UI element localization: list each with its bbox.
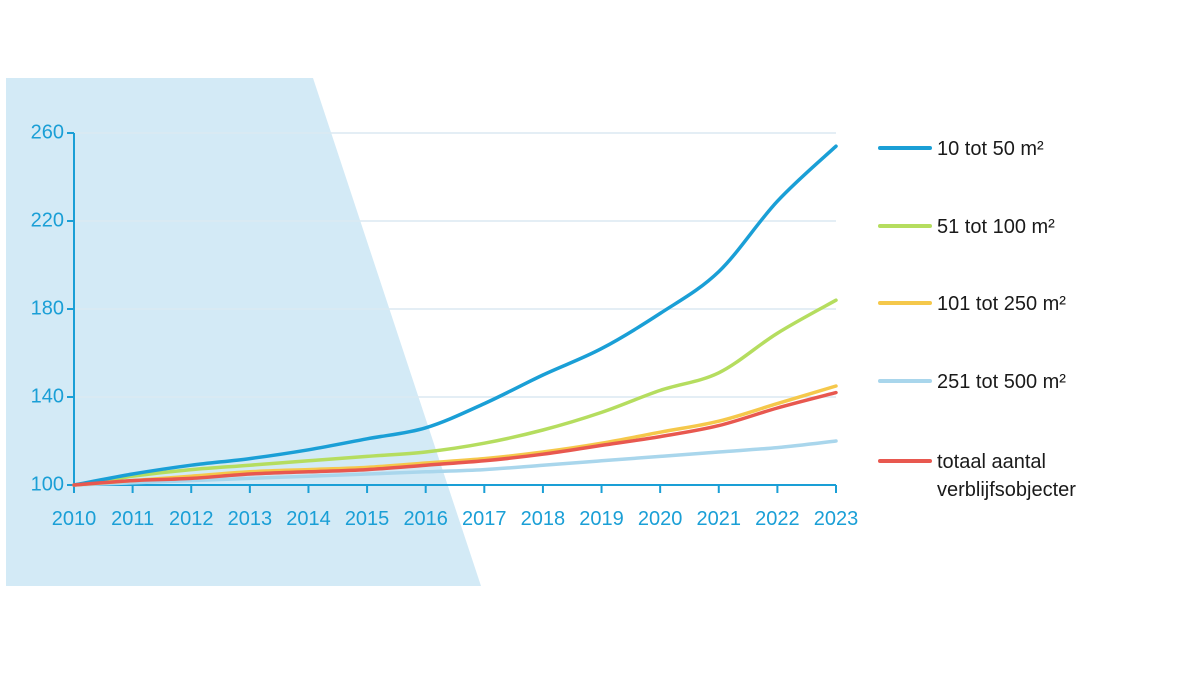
x-tick-label-2019: 2019 (579, 508, 624, 530)
legend-label-3: 251 tot 500 m² (937, 371, 1066, 393)
x-tick-label-2012: 2012 (169, 508, 214, 530)
legend-label-0: 10 tot 50 m² (937, 138, 1044, 160)
x-tick-label-2020: 2020 (638, 508, 683, 530)
series-line-1 (72, 298, 838, 487)
legend-label-1: 51 tot 100 m² (937, 216, 1055, 238)
background-shape (6, 78, 481, 586)
y-tick-label-260: 260 (31, 121, 64, 143)
x-tick-label-2015: 2015 (345, 508, 390, 530)
x-tick-label-2011: 2011 (111, 508, 154, 530)
gridlines (74, 132, 836, 398)
series-lines (72, 144, 838, 487)
series-line-0 (72, 144, 838, 487)
legend-label-2: 101 tot 250 m² (937, 293, 1066, 315)
series-line-2 (72, 384, 838, 487)
x-tick-label-2017: 2017 (462, 508, 507, 530)
tick-labels: 100 140 180 220 260 2010 2011 2012 2013 2014 2015 2… (31, 121, 859, 530)
series-line-3 (72, 439, 838, 487)
x-tick-label-2013: 2013 (228, 508, 273, 530)
x-tick-label-2022: 2022 (755, 508, 800, 530)
x-tick-label-2010: 2010 (52, 508, 97, 530)
x-tick-label-2018: 2018 (521, 508, 566, 530)
y-tick-label-100: 100 (31, 473, 64, 495)
series-line-4 (72, 390, 838, 487)
x-tick-label-2023: 2023 (814, 508, 859, 530)
y-tick-label-140: 140 (31, 385, 64, 407)
legend-label-4-line-0: totaal aantal (937, 451, 1046, 473)
x-tick-label-2016: 2016 (403, 508, 448, 530)
x-tick-label-2021: 2021 (697, 508, 742, 530)
y-tick-label-180: 180 (31, 297, 64, 319)
y-tick-label-220: 220 (31, 209, 64, 231)
x-tick-label-2014: 2014 (286, 508, 331, 530)
legend-label-4-line-1: verblijfsobjecter (937, 479, 1076, 501)
legend: 10 tot 50 m² 51 tot 100 m² 101 tot 250 m² 2… (878, 138, 1076, 501)
